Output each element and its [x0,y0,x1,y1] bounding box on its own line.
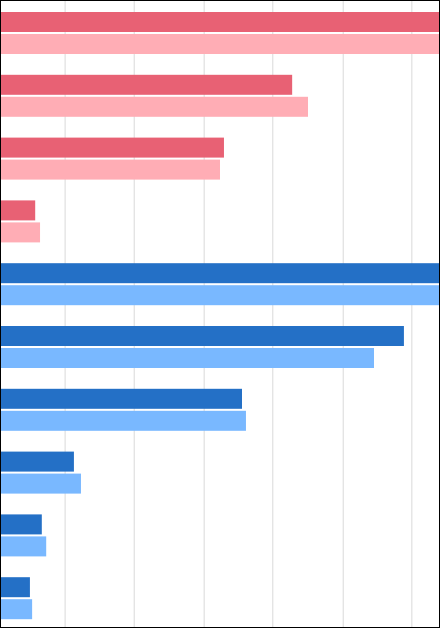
bar [0,348,374,368]
bar [0,599,33,620]
bar [0,137,224,158]
bar [0,451,74,472]
bar [0,577,30,598]
bar [0,536,47,557]
bar [0,159,220,180]
bar [0,96,308,117]
bar [0,285,440,306]
bar [0,74,293,95]
bar [0,222,41,243]
bar [0,514,42,535]
bar [0,410,246,431]
bar [0,12,440,32]
bar [0,200,36,221]
bar [0,34,440,54]
bar [0,473,81,494]
bar [0,388,242,409]
bar [0,263,440,284]
bar [0,326,404,346]
